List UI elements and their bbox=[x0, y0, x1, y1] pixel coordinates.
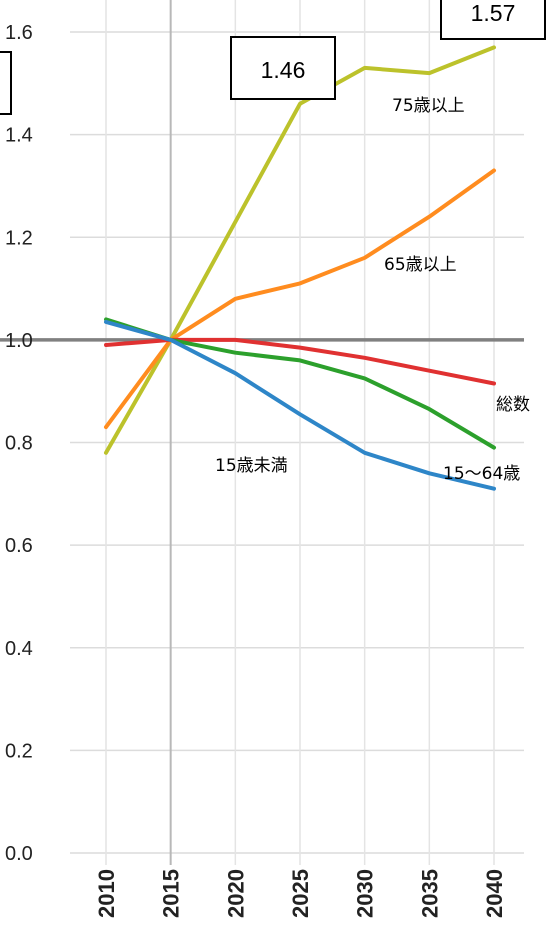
series-group bbox=[104, 45, 496, 491]
y-axis: 0.0 0.2 0.4 0.6 0.8 1.0 1.2 1.4 1.6 bbox=[5, 22, 33, 865]
callout-box bbox=[230, 36, 336, 100]
x-axis: 2010 2015 2020 2025 2030 2035 2040 bbox=[94, 869, 507, 918]
y-tick-label: 0.0 bbox=[5, 843, 33, 865]
y-tick-label: 0.4 bbox=[5, 638, 33, 660]
y-tick-label: 0.6 bbox=[5, 535, 33, 557]
x-tick-label: 2015 bbox=[159, 869, 184, 918]
x-tick-label: 2030 bbox=[353, 869, 378, 918]
callout-label: 1.46 bbox=[261, 57, 306, 83]
series-label-0: 75歳以上 bbox=[392, 96, 465, 116]
x-tick-label: 2040 bbox=[482, 869, 507, 918]
grid bbox=[70, 0, 524, 865]
cropped-callout-box bbox=[0, 51, 12, 115]
y-tick-label: 1.6 bbox=[5, 22, 33, 44]
series-line-4 bbox=[104, 319, 496, 491]
callout-label: 1.57 bbox=[471, 0, 516, 26]
x-tick-label: 2025 bbox=[288, 869, 313, 918]
series-label-3: 15～64歳 bbox=[443, 464, 520, 484]
x-tick-label: 2035 bbox=[417, 869, 442, 918]
x-tick-label: 2020 bbox=[223, 869, 248, 918]
y-tick-label: 1.4 bbox=[5, 125, 33, 147]
y-tick-label: 1.0 bbox=[5, 330, 33, 352]
callouts: 1.46 1.57 bbox=[0, 0, 546, 115]
series-label-2: 総数 bbox=[496, 395, 530, 415]
y-tick-label: 0.8 bbox=[5, 433, 33, 455]
series-label-1: 65歳以上 bbox=[384, 255, 457, 275]
y-tick-label: 1.2 bbox=[5, 227, 33, 249]
series-label-4: 15歳未満 bbox=[215, 456, 288, 476]
x-tick-label: 2010 bbox=[94, 869, 119, 918]
callout-box bbox=[440, 0, 546, 40]
y-tick-label: 0.2 bbox=[5, 740, 33, 762]
